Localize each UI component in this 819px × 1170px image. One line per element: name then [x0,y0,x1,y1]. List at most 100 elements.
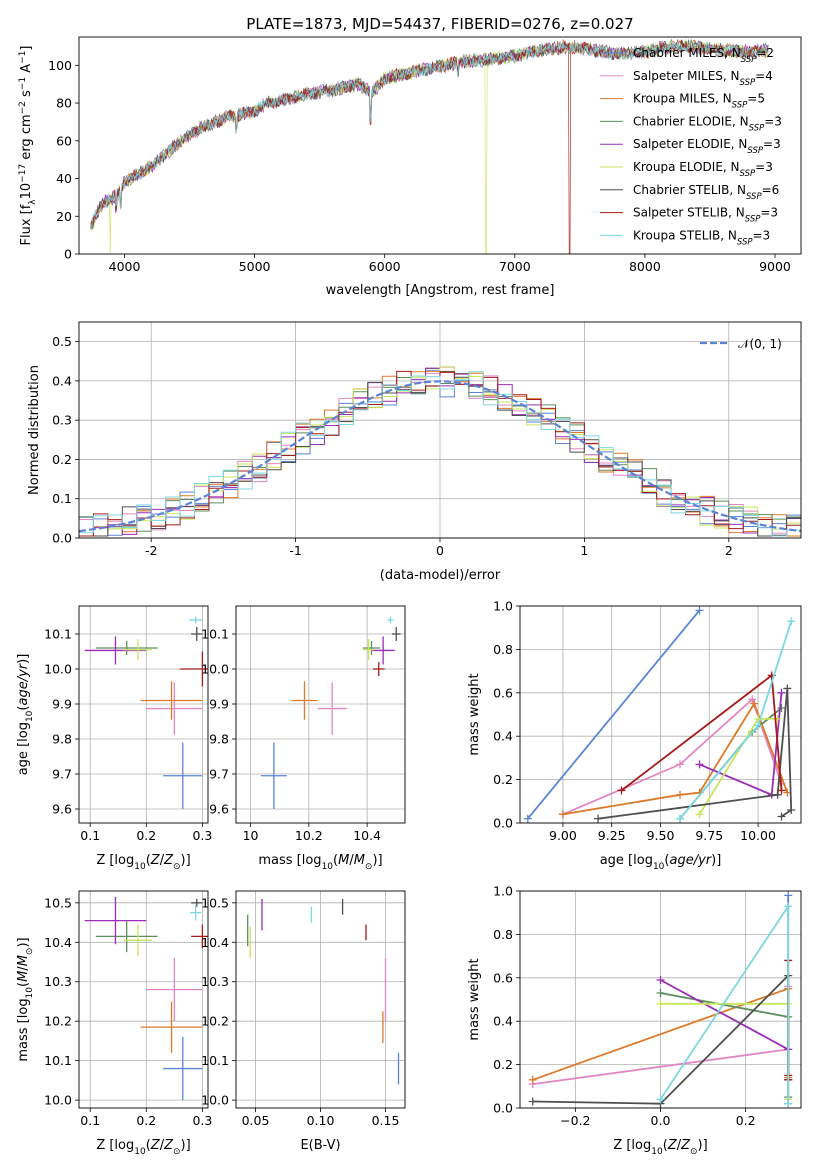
legend-sub: SSP [747,146,763,156]
y-tick-label: 10.1 [201,627,229,642]
label-part: erg cm [19,114,34,163]
legend-name: Salpeter STELIB, N [633,206,745,220]
y-axis-label: Flux [fλ10−17 erg cm−2 s−1 A−1] [18,46,38,246]
x-tick-label: 0 [436,543,444,558]
weight-marker [784,1099,793,1108]
weight-marker [656,975,665,984]
x-tick-label: 9.25 [598,828,626,843]
plot-area [84,616,208,809]
y-tick-label: 60 [56,133,72,148]
y-tick-label: 10.0 [44,662,72,677]
x-tick-label: 10.00 [740,828,776,843]
x-tick-label: 10 [243,828,259,843]
panel-mass-vs-EBV: 0.05 0.10 0.15 10.0 10.1 10.2 10.3 10.4 10.5 E(B-… [201,890,406,1153]
label-part: / [16,966,31,971]
label-part: 10 [134,862,146,872]
legend-count: =2 [756,46,774,60]
legend-entry: Kroupa STELIB, NSSP=3 [633,228,770,247]
y-axis-label: Normed distribution [27,365,42,495]
panel-age-vs-Z: 0.1 0.2 0.39.69.79.89.910.010.1Z [log10(Z/… [16,605,212,872]
y-tick-label: 0.4 [493,1014,513,1029]
x-tick-label: 0.1 [80,1113,100,1128]
y-tick-label: 0.0 [493,1101,513,1116]
x-tick-label: 1 [580,543,588,558]
label-part: mass [log [258,853,321,868]
label-part: )] [16,937,31,947]
weight-line [679,620,793,820]
y-tick-label: 10.0 [201,1093,229,1108]
x-tick-label: 10.4 [353,828,381,843]
label-part: )] [372,853,382,868]
label-part: ( [664,853,669,868]
y-tick-label: 10.2 [44,1014,72,1029]
x-tick-label: 8000 [629,259,661,274]
label-part: ⊙ [173,1147,181,1157]
label-part: ( [16,982,31,987]
weight-marker [656,999,665,1008]
label-part: age [log [600,853,653,868]
y-tick-label: 0.5 [52,334,72,349]
y-tick-label: 20 [56,209,72,224]
x-tick-label: 0.10 [307,1113,335,1128]
x-axis-label: wavelength [Angstrom, rest frame] [326,283,555,298]
label-part: Z [667,1138,678,1153]
x-axis-label: E(B-V) [300,1138,340,1153]
label-part: ] [19,46,34,51]
y-tick-label: 10.5 [201,895,229,910]
label-part: ⊙ [690,1147,698,1157]
x-tick-label: 4000 [109,259,141,274]
weight-marker [656,988,665,997]
axes-frame [78,605,209,824]
legend-entry: Kroupa MILES, NSSP=5 [633,92,765,111]
y-tick-label: 0.2 [493,772,513,787]
legend-count: =3 [760,206,778,220]
y-tick-label: 0 [64,247,72,262]
y-tick-label: 0.6 [493,970,513,985]
label-part: )] [698,1138,708,1153]
legend-sub: SSP [746,192,762,202]
y-tick-label: 0.6 [493,685,513,700]
weight-marker [676,790,685,799]
x-tick-label: 2 [725,543,733,558]
y-axis-label: age [log10(age/yr)] [16,654,35,776]
y-tick-label: 9.8 [209,732,229,747]
y-tick-label: 10.3 [201,974,229,989]
label-part: age [log [16,722,31,775]
label-part: −2 [18,101,28,114]
legend-entry: Salpeter MILES, NSSP=4 [633,69,773,88]
y-tick-label: 10.1 [44,1053,72,1068]
y-tick-label: 1.0 [493,599,513,614]
label-part: Z [163,1138,174,1153]
weight-marker [656,1095,665,1104]
weight-line [562,697,783,816]
legend-count: =5 [747,92,765,106]
legend-sub: SSP [737,237,753,247]
legend-entry: Chabrier STELIB, NSSP=6 [633,183,779,202]
weight-marker [777,688,786,697]
label-part: −1 [18,77,28,90]
axes-frame [78,321,802,539]
y-tick-label: 9.7 [209,767,229,782]
legend-name: Kroupa STELIB, N [633,228,737,242]
label-part: / [677,1138,682,1153]
legend-count: =3 [753,228,771,242]
label-part: ⊙ [173,862,181,872]
y-tick-label: 10.0 [44,1093,72,1108]
x-tick-label: 0.0 [651,1113,671,1128]
legend-name: Chabrier ELODIE, N [633,114,749,128]
weight-marker [528,1075,537,1084]
panel-spectrum: 4000 5000 6000 7000 8000 9000 0 20 40 60 80 100 wave… [18,36,802,298]
y-tick-label: 0.8 [493,927,513,942]
x-tick-label: 0.15 [372,1113,400,1128]
y-axis-label: mass [log10(M/M⊙)] [16,937,35,1061]
y-axis-label: mass weight [467,673,482,755]
label-part: mass [log [16,998,31,1061]
x-tick-label: 0.1 [80,828,100,843]
y-tick-label: 10.4 [44,935,72,950]
y-tick-label: 80 [56,96,72,111]
y-tick-label: 0.3 [52,413,72,428]
plot-area [247,898,400,1085]
axes-frame [519,890,802,1109]
